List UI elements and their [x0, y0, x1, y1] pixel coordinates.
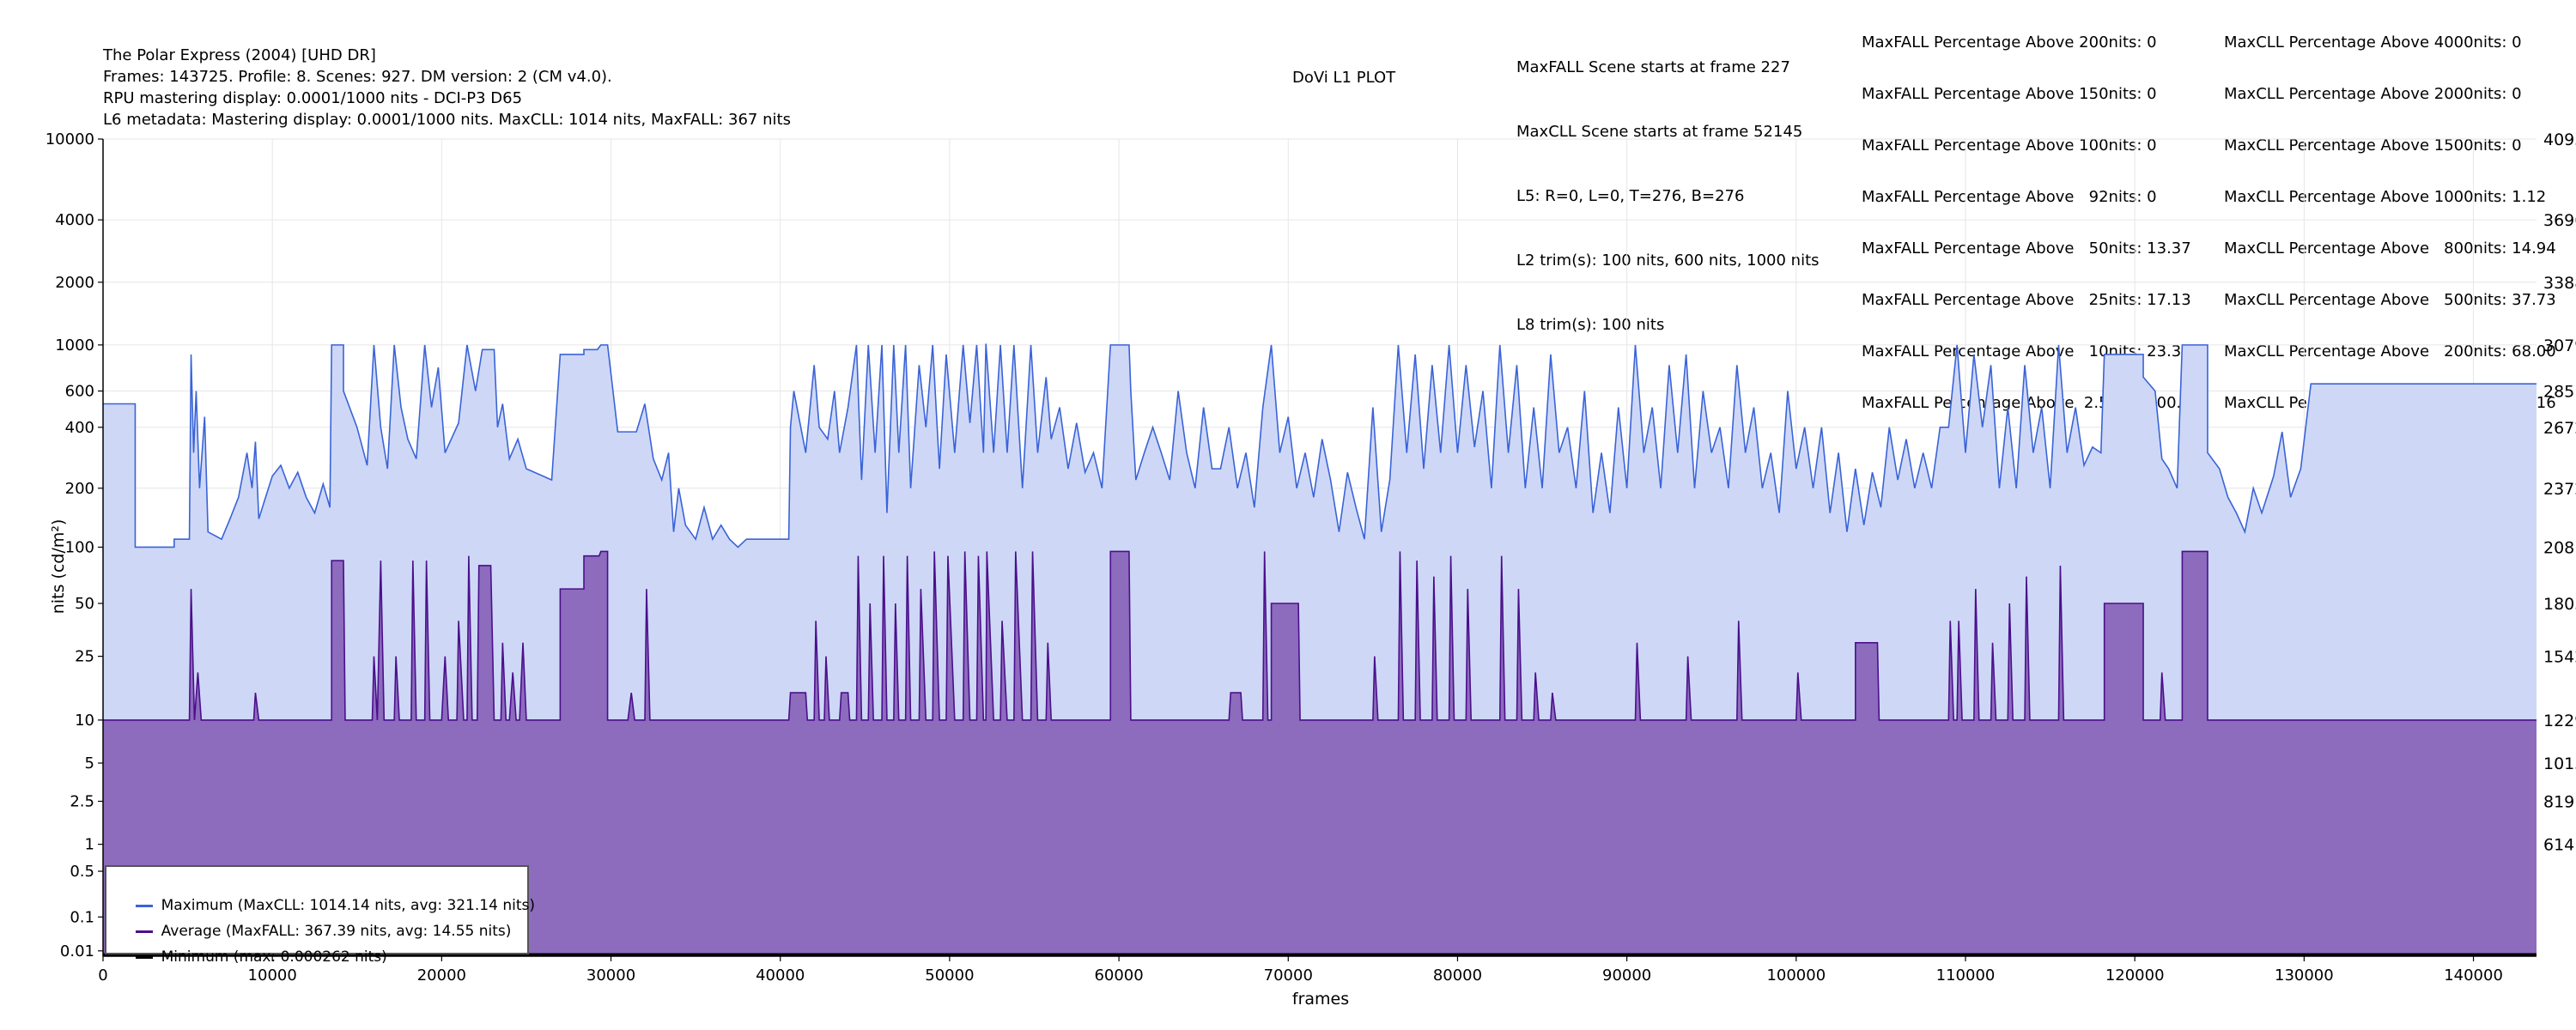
y-tick-label: 100 — [65, 538, 94, 556]
x-tick-label: 130000 — [2275, 966, 2334, 985]
chart-legend: Maximum (MaxCLL: 1014.14 nits, avg: 321.… — [105, 865, 535, 966]
maxcll-pct-line: MaxCLL Percentage Above 1500nits: 0 — [2224, 136, 2522, 154]
x-tick-label: 90000 — [1602, 966, 1651, 985]
legend-item-maximum: Maximum (MaxCLL: 1014.14 nits, avg: 321.… — [117, 872, 535, 914]
y-tick-label: 1000 — [55, 336, 94, 354]
scene-info-block: MaxFALL Scene starts at frame 227 MaxCLL… — [1516, 14, 1820, 357]
series-layer — [103, 343, 2537, 956]
x-tick-label: 10000 — [248, 966, 297, 985]
maxcll-percentages: MaxCLL Percentage Above 4000nits: 0 MaxC… — [2224, 0, 2556, 429]
frames-info-text: Frames: 143725. Profile: 8. Scenes: 927.… — [103, 68, 612, 86]
x-tick-label: 0 — [98, 966, 107, 985]
x-tick-label: 30000 — [586, 966, 635, 985]
y-tick-label: 2.5 — [70, 793, 94, 811]
y-right-tick-label: 4095 — [2543, 130, 2576, 149]
maxcll-pct-line: MaxCLL Percentage Above 800nits: 14.94 — [2224, 239, 2556, 258]
y-axis-label: nits (cd/m²) — [49, 519, 68, 615]
y-tick-label: 2000 — [55, 274, 94, 292]
y-tick-label: 0.1 — [70, 908, 94, 926]
legend-swatch-maximum — [135, 904, 153, 907]
maxcll-pct-line: MaxCLL Percentage Above 1000nits: 1.12 — [2224, 188, 2547, 206]
x-tick-label: 140000 — [2444, 966, 2503, 985]
y-tick-label: 10000 — [46, 130, 94, 148]
y-right-tick-label: 1015 — [2543, 754, 2576, 773]
scene-info-line: MaxFALL Scene starts at frame 227 — [1516, 58, 1790, 76]
y-tick-label: 1 — [85, 836, 94, 854]
y-tick-label: 25 — [75, 648, 94, 666]
maxfall-pct-line: MaxFALL Percentage Above 100nits: 0 — [1862, 136, 2157, 154]
legend-item-average: Average (MaxFALL: 367.39 nits, avg: 14.5… — [117, 898, 511, 940]
x-tick-label: 120000 — [2105, 966, 2165, 985]
maxfall-pct-line: MaxFALL Percentage Above 150nits: 0 — [1862, 85, 2157, 103]
y-right-tick-label: 1229 — [2543, 712, 2576, 730]
y-right-tick-label: 3696 — [2543, 211, 2576, 230]
legend-swatch-average — [135, 930, 153, 933]
scene-info-line: MaxCLL Scene starts at frame 52145 — [1516, 123, 1803, 141]
rpu-display-text: RPU mastering display: 0.0001/1000 nits … — [103, 89, 523, 107]
y-right-tick-label: 2851 — [2543, 383, 2576, 402]
maxfall-pct-line: MaxFALL Percentage Above 25nits: 17.13 — [1862, 291, 2191, 309]
x-tick-label: 100000 — [1766, 966, 1826, 985]
scene-info-line: L5: R=0, L=0, T=276, B=276 — [1516, 187, 1745, 205]
y-tick-label: 400 — [65, 419, 94, 437]
maxcll-pct-line: MaxCLL Percentage Above 2000nits: 0 — [2224, 85, 2522, 103]
y-right-tick-label: 3079 — [2543, 336, 2576, 355]
y-tick-label: 50 — [75, 595, 94, 613]
y-tick-label: 200 — [65, 480, 94, 498]
series-average-line — [103, 550, 2537, 721]
scene-info-line: L8 trim(s): 100 nits — [1516, 316, 1665, 334]
x-tick-label: 60000 — [1094, 966, 1143, 985]
y-right-tick-label: 614 — [2543, 836, 2574, 855]
x-tick-label: 110000 — [1936, 966, 1996, 985]
legend-label-minimum: Minimum (max: 0.000262 nits) — [161, 948, 387, 966]
y-tick-label: 4000 — [55, 211, 94, 229]
chart-title: DoVi L1 PLOT — [1292, 69, 1396, 87]
legend-label-maximum: Maximum (MaxCLL: 1014.14 nits, avg: 321.… — [161, 897, 535, 914]
y-tick-label: 10 — [75, 712, 94, 730]
maxcll-pct-line: MaxCLL Percentage Above 4000nits: 0 — [2224, 33, 2522, 52]
x-axis-label: frames — [1292, 990, 1349, 1009]
maxfall-percentages: MaxFALL Percentage Above 200nits: 0 MaxF… — [1862, 0, 2201, 429]
maxfall-pct-line: MaxFALL Percentage Above 200nits: 0 — [1862, 33, 2157, 52]
series-maximum-line — [103, 343, 2537, 548]
y-right-tick-label: 819 — [2543, 793, 2574, 812]
title-text: The Polar Express (2004) [UHD DR] — [103, 46, 376, 64]
y-right-tick-label: 3388 — [2543, 274, 2576, 293]
series-average-fill — [103, 551, 2537, 956]
y-tick-label: 0.01 — [60, 942, 94, 960]
y-tick-label: 0.5 — [70, 863, 94, 881]
legend-swatch-minimum — [135, 955, 153, 959]
l6-metadata-text: L6 metadata: Mastering display: 0.0001/1… — [103, 111, 791, 129]
maxcll-pct-line: MaxCLL Percentage Above 500nits: 37.73 — [2224, 291, 2556, 309]
x-tick-label: 20000 — [417, 966, 466, 985]
maxcll-pct-line: MaxCLL Percentage Above 200nits: 68.00 — [2224, 342, 2556, 360]
x-tick-label: 70000 — [1264, 966, 1313, 985]
y-right-tick-label: 1542 — [2543, 648, 2576, 667]
x-tick-label: 80000 — [1433, 966, 1482, 985]
y-right-tick-label: 1803 — [2543, 595, 2576, 614]
x-tick-label: 50000 — [925, 966, 974, 985]
maxfall-pct-line: MaxFALL Percentage Above 50nits: 13.37 — [1862, 239, 2191, 258]
y-tick-label: 5 — [85, 754, 94, 772]
legend-label-average: Average (MaxFALL: 367.39 nits, avg: 14.5… — [161, 923, 512, 940]
legend-item-minimum: Minimum (max: 0.000262 nits) — [117, 924, 387, 966]
y-tick-label: 600 — [65, 383, 94, 401]
x-tick-label: 40000 — [756, 966, 805, 985]
scene-info-line: L2 trim(s): 100 nits, 600 nits, 1000 nit… — [1516, 251, 1820, 270]
tick-labels: 0.01 0.1 0.5 1 2.5 5 10 25 50 100 200 400 600 1000 200… — [46, 130, 2576, 985]
maxfall-pct-line: MaxFALL Percentage Above 92nits: 0 — [1862, 188, 2157, 206]
